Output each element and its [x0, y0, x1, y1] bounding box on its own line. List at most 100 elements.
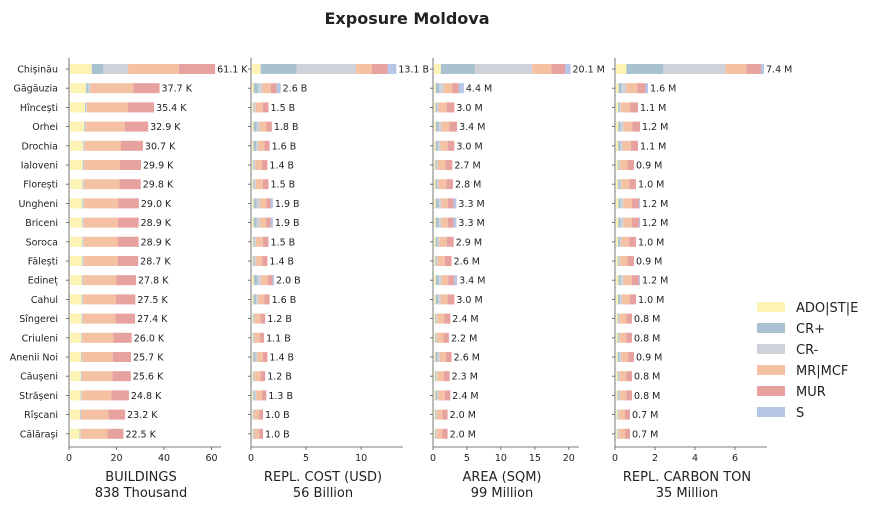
bar-segment-cr-	[618, 217, 621, 228]
bar-segment-cr-	[86, 83, 88, 94]
bar-segment-cr-	[82, 313, 84, 324]
category-label: Anenii Noi	[10, 353, 58, 364]
value-label: 7.4 M	[766, 65, 792, 76]
bar-segment-ado-st-e	[616, 102, 619, 113]
value-label: 27.5 K	[137, 295, 168, 306]
bar-segment-cr-	[619, 236, 622, 247]
bar-segment-ado-st-e	[252, 390, 254, 401]
panel-subtitle: 35 Million	[656, 486, 719, 501]
bar-segment-mur	[262, 390, 267, 401]
bar-segment-mr-mcf	[532, 64, 552, 74]
bar-segment-cr-	[438, 217, 442, 228]
bar-segment-cr-	[437, 352, 440, 362]
bar-segment-mr-mcf	[437, 256, 445, 266]
bar-segment-cr-	[81, 352, 83, 362]
bar-segment-cr-	[617, 390, 619, 401]
bar-segment-cr-	[253, 140, 257, 151]
bar-segment-mur	[111, 390, 129, 401]
bar-segment-cr-	[103, 64, 129, 74]
value-label: 1.1 M	[640, 141, 666, 152]
bar-segment-cr-	[617, 428, 619, 439]
bar-segment-mur	[629, 236, 636, 247]
value-label: 0.7 M	[632, 410, 658, 421]
bar-segment-ado-st-e	[616, 294, 618, 305]
value-label: 1.2 M	[642, 122, 668, 133]
category-label: Edineț	[28, 276, 59, 287]
bar-segment-mr-mcf	[86, 102, 129, 113]
bar-segment-s	[761, 64, 764, 74]
x-tick-label: 10	[355, 453, 367, 464]
bar-segment-mr-mcf	[619, 313, 627, 324]
bar-segment-mur	[443, 332, 449, 343]
bar-segment-cr-	[256, 294, 259, 305]
legend-swatch	[757, 386, 785, 396]
bar-segment-mr-mcf	[84, 179, 120, 190]
bar-segment-mr-mcf	[255, 160, 263, 170]
bar-segment-mur	[444, 256, 452, 266]
bar-segment-mur	[112, 371, 131, 382]
value-label: 1.5 B	[271, 103, 296, 114]
bar-segment-ado-st-e	[252, 217, 254, 228]
bar-segment-cr-	[84, 121, 85, 132]
value-label: 3.0 M	[456, 141, 482, 152]
bar-segment-mur	[270, 83, 277, 94]
bar-segment-mr-mcf	[256, 390, 263, 401]
bar-segment-cr-	[82, 275, 84, 286]
bar-segment-cr-	[435, 179, 438, 190]
bar-segment-cr-	[253, 179, 255, 190]
bar-segment-cr-	[79, 409, 81, 420]
bar-segment-ado-st-e	[70, 198, 83, 209]
value-label: 1.4 B	[269, 161, 294, 172]
value-label: 27.8 K	[138, 276, 169, 287]
value-label: 2.9 M	[456, 237, 482, 248]
bar-segment-ado-st-e	[70, 390, 81, 401]
bar-segment-mur	[629, 179, 636, 190]
legend-swatch	[757, 407, 785, 417]
value-label: 3.0 M	[456, 103, 482, 114]
bar-segment-cr-	[296, 64, 356, 74]
bar-segment-mur	[626, 371, 632, 382]
bar-segment-mr-mcf	[259, 198, 267, 209]
value-label: 1.8 B	[274, 122, 299, 133]
bar-segment-mur	[627, 256, 634, 266]
bar-segment-mur	[259, 332, 265, 343]
category-label: Cahul	[31, 295, 58, 306]
bar-segment-mur	[266, 198, 271, 209]
bar-segment-ado-st-e	[70, 102, 86, 113]
legend-label: CR+	[796, 322, 825, 337]
bar-segment-mr-mcf	[725, 64, 747, 74]
bar-segment-mr-mcf	[437, 371, 444, 382]
bar-segment-mur	[119, 160, 142, 170]
legend-item: MR|MCF	[757, 364, 848, 379]
bar-segment-ado-st-e	[434, 371, 436, 382]
bar-segment-cr-	[83, 236, 84, 247]
bar-segment-ado-st-e	[252, 371, 254, 382]
bar-segment-ado-st-e	[70, 275, 82, 286]
bar-segment-mr-mcf	[436, 409, 443, 420]
value-label: 28.7 K	[140, 257, 171, 268]
bar-segment-cr-	[83, 140, 85, 151]
bar-segment-cr-	[618, 275, 621, 286]
bar-segment-cr-	[83, 217, 84, 228]
bar-segment-mur	[624, 409, 630, 420]
bar-segment-mur	[124, 121, 149, 132]
value-label: 1.2 M	[642, 218, 668, 229]
bar-segment-mr-mcf	[255, 256, 263, 266]
panel-4: 0 2 4 6 7.4 M 1.6 M 1.1 M 1.2 M 1.1 M 0.9 M 1.0 M 1…	[612, 58, 792, 501]
x-tick-label: 20	[110, 453, 122, 464]
value-label: 0.8 M	[634, 314, 660, 325]
bar-segment-mr-mcf	[261, 275, 268, 286]
bar-segment-cr-	[256, 121, 260, 132]
value-label: 2.6 M	[454, 353, 480, 364]
bar-segment-s	[272, 275, 275, 286]
bar-segment-ado-st-e	[252, 409, 253, 420]
legend-label: MR|MCF	[796, 364, 848, 379]
bar-segment-mur	[445, 160, 453, 170]
bar-segment-mur	[447, 140, 455, 151]
legend-item: S	[757, 406, 804, 421]
bar-segment-cr-	[253, 83, 259, 94]
bar-segment-mur	[449, 121, 458, 132]
bar-segment-mur	[133, 83, 160, 94]
bar-segment-mr-mcf	[620, 102, 631, 113]
